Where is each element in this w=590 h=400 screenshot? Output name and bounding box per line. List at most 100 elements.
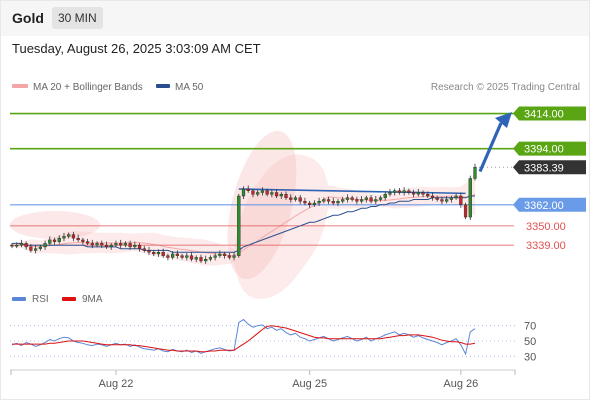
bb-legend-swatch xyxy=(12,84,28,88)
candle-body xyxy=(303,201,307,204)
candle-body xyxy=(435,197,439,200)
rsi-ma-line xyxy=(12,325,476,353)
candle-body xyxy=(256,192,260,195)
candle-body xyxy=(383,194,387,198)
candle-body xyxy=(15,244,19,247)
timeframe-button[interactable]: 30 MIN xyxy=(52,7,103,29)
level-label-4: 3350.00 xyxy=(526,221,566,233)
candle-body xyxy=(284,194,288,198)
candle-body xyxy=(289,197,293,200)
candle-body xyxy=(237,195,241,256)
forecast-arrow-shaft xyxy=(478,122,503,173)
candle-body xyxy=(57,237,61,242)
candle-body xyxy=(298,197,302,202)
candle-body xyxy=(147,250,151,253)
level-label-2: 3383.39 xyxy=(524,162,564,174)
candle-body xyxy=(270,192,274,195)
candle-body xyxy=(48,239,52,244)
level-tag-0 xyxy=(513,106,586,121)
candle-body xyxy=(204,258,208,262)
ma50-line xyxy=(12,195,475,253)
level-tag-2 xyxy=(513,160,586,175)
rsi-legend-label: RSI xyxy=(32,294,49,305)
candle-body xyxy=(308,202,312,205)
candle-body xyxy=(38,246,42,249)
header-bar: Gold 30 MIN xyxy=(0,0,590,36)
candle-body xyxy=(104,244,109,248)
copyright-text: Research © 2025 Trading Central xyxy=(431,82,580,93)
candle-body xyxy=(274,192,279,197)
candle-body xyxy=(10,244,14,247)
candle-body xyxy=(194,257,198,260)
rsi-line xyxy=(11,318,476,356)
candle-body xyxy=(440,199,444,202)
x-tick-label-2: Aug 26 xyxy=(443,378,478,390)
candle-body xyxy=(251,190,255,195)
rsi-ma-legend-label: 9MA xyxy=(82,294,103,305)
candle-body xyxy=(331,201,335,204)
candle-body xyxy=(142,248,146,251)
forecast-arrow-head xyxy=(495,112,512,129)
candle-body xyxy=(355,199,359,202)
candle-body xyxy=(114,243,118,246)
candle-body xyxy=(364,197,368,200)
candle-body xyxy=(463,204,468,218)
candle-body xyxy=(473,167,477,179)
timestamp: Tuesday, August 26, 2025 3:03:09 AM CET xyxy=(12,41,261,56)
bollinger-band-fill xyxy=(12,154,475,299)
candle-body xyxy=(345,197,350,200)
candle-body xyxy=(388,192,392,195)
candle-body xyxy=(24,243,28,248)
candle-body xyxy=(468,178,472,218)
x-tick-label-0: Aug 22 xyxy=(99,378,134,390)
x-axis: Aug 22 Aug 25 Aug 26 xyxy=(10,370,516,390)
candle-body xyxy=(109,244,113,248)
candle-body xyxy=(123,243,128,246)
range-highlight xyxy=(10,211,100,239)
candle-body xyxy=(137,244,142,249)
candle-body xyxy=(426,194,430,197)
candle-body xyxy=(29,246,33,251)
levels-layer xyxy=(10,112,514,246)
candle-body xyxy=(152,251,156,255)
candle-body xyxy=(265,190,269,195)
candle-body xyxy=(393,190,397,193)
candle-body xyxy=(445,199,449,202)
x-tick-label-1: Aug 25 xyxy=(292,378,327,390)
candle-body xyxy=(95,243,99,246)
candle-body xyxy=(161,251,165,256)
candle-body xyxy=(407,190,411,193)
symbol-label: Gold xyxy=(12,10,44,26)
candle-body xyxy=(246,188,250,191)
candle-body xyxy=(322,199,326,202)
candle-body xyxy=(90,243,94,246)
candle-body xyxy=(175,253,179,256)
level-label-3: 3362.00 xyxy=(524,200,564,212)
ma50-legend-label: MA 50 xyxy=(175,82,204,93)
candle-body xyxy=(241,188,246,197)
candle-body xyxy=(279,194,283,197)
level-tag-3 xyxy=(513,197,586,212)
candle-body xyxy=(199,257,203,262)
candle-body xyxy=(166,255,170,258)
candle-body xyxy=(312,202,316,205)
level-label-1: 3394.00 xyxy=(524,144,564,156)
candle-body xyxy=(402,190,406,193)
candle-body xyxy=(189,255,194,260)
candles-layer xyxy=(10,163,477,264)
level-tag-1 xyxy=(513,141,586,156)
candle-body xyxy=(369,197,373,202)
candle-body xyxy=(171,253,175,258)
candle-body xyxy=(232,255,236,258)
candle-body xyxy=(336,201,340,204)
candle-body xyxy=(416,192,420,195)
candle-body xyxy=(459,195,463,205)
forecast-arrow-layer xyxy=(478,112,512,173)
candle-body xyxy=(411,192,416,195)
candle-body xyxy=(218,253,222,256)
level-labels-layer: 3414.00 3394.00 3383.39 3362.00 3350.00 3339.… xyxy=(513,106,586,252)
candle-body xyxy=(213,255,217,258)
candle-body xyxy=(454,195,458,198)
candle-body xyxy=(85,241,90,244)
rsi-ma-legend-swatch xyxy=(62,297,76,301)
